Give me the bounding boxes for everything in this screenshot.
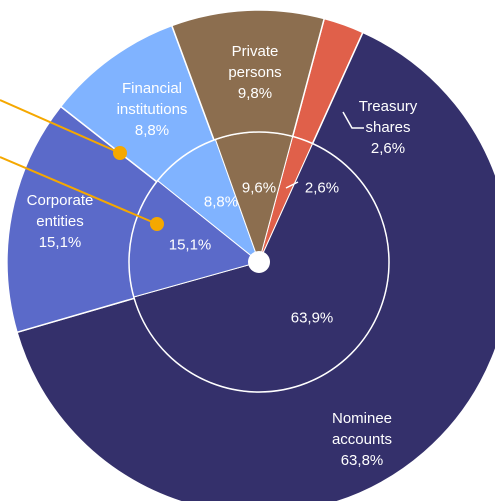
slice-label: Financial institutions 8,8%: [105, 78, 200, 141]
slice-name: Financial institutions: [116, 80, 188, 118]
slice-value: 63,8%: [340, 452, 384, 469]
inner-value-label: 63,9%: [290, 309, 334, 327]
leader-line: [285, 181, 299, 189]
slice-value: 8,8%: [134, 122, 170, 139]
slice-label: Private persons 9,8%: [218, 41, 293, 104]
slice-name: Private persons: [228, 43, 282, 81]
slice-name: Nominee accounts: [331, 410, 393, 448]
callout-dot: [150, 217, 164, 231]
slice-label: Corporate entities 15,1%: [20, 190, 100, 253]
callout-dot: [113, 146, 127, 160]
inner-ring-outline: [128, 131, 390, 393]
slice-label: Treasury shares 2,6%: [348, 96, 428, 159]
inner-value-label: 2,6%: [304, 179, 340, 197]
slice-value: 9,8%: [237, 85, 273, 102]
center-hole: [248, 251, 270, 273]
slice-label: Nominee accounts 63,8%: [317, 408, 407, 471]
inner-value-label: 15,1%: [168, 236, 212, 254]
leader-line: [342, 111, 364, 129]
slice-value: 15,1%: [38, 234, 82, 251]
slice-name: Treasury shares: [358, 98, 418, 136]
callout-line: [0, 156, 158, 225]
inner-value-label: 8,8%: [203, 193, 239, 211]
callout-line: [0, 99, 121, 154]
slice-value: 2,6%: [370, 140, 406, 157]
slice-name: Corporate entities: [26, 192, 94, 230]
inner-value-label: 9,6%: [241, 179, 277, 197]
